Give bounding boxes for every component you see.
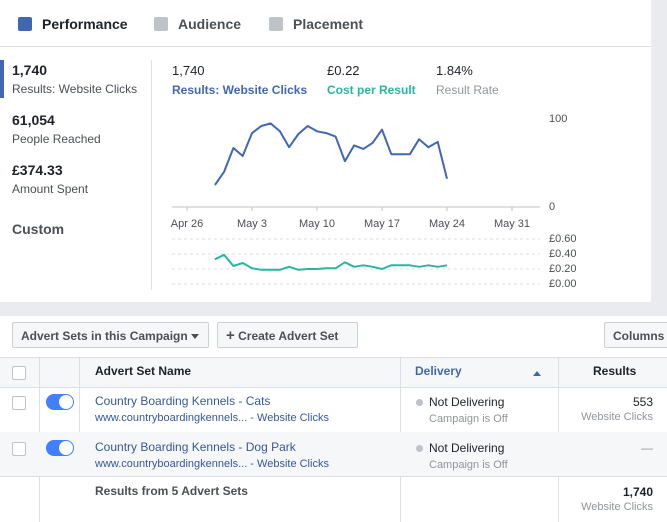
toggle[interactable] bbox=[46, 394, 74, 410]
row-bg bbox=[0, 432, 667, 476]
columns-button[interactable]: Columns bbox=[604, 322, 667, 348]
footer-label: Results from 5 Advert Sets bbox=[95, 484, 248, 498]
toggle[interactable] bbox=[46, 440, 74, 456]
metric-value: £0.22 bbox=[327, 63, 360, 78]
metric-value: 1,740 bbox=[172, 63, 205, 78]
y-tick-label: £0.20 bbox=[549, 263, 577, 275]
metric-value: 1.84% bbox=[436, 63, 473, 78]
results: 553 bbox=[632, 395, 653, 409]
row-divider bbox=[0, 476, 667, 477]
sort-arrow bbox=[533, 367, 541, 376]
x-tick-label: May 17 bbox=[364, 218, 400, 230]
tab[interactable]: Audience bbox=[178, 16, 242, 32]
plus-icon: + bbox=[226, 327, 235, 344]
tab[interactable]: Placement bbox=[293, 16, 364, 32]
y-tick-label: 100 bbox=[549, 113, 567, 125]
results-note: Website Clicks bbox=[581, 411, 653, 423]
date-range[interactable]: Custom bbox=[12, 221, 65, 237]
dropdown-button[interactable]: Advert Sets in this Campaign bbox=[12, 322, 209, 348]
button-label: Advert Sets in this Campaign bbox=[21, 329, 188, 343]
insights-panel: Performance Audience Placement 1,740 Res… bbox=[0, 0, 651, 302]
y-tick-label: £0.60 bbox=[549, 233, 577, 245]
button-label: Columns bbox=[613, 329, 665, 343]
advert-set-link[interactable]: www.countryboardingkennels... - Website … bbox=[95, 412, 329, 424]
delivery: Not Delivering bbox=[429, 395, 505, 409]
results: — bbox=[641, 441, 653, 455]
create-button[interactable]: + Create Advert Set bbox=[217, 322, 358, 348]
x-tick-label: Apr 26 bbox=[171, 218, 203, 230]
data-line bbox=[214, 122, 448, 186]
header[interactable]: Delivery bbox=[415, 364, 462, 378]
checkbox[interactable] bbox=[12, 396, 26, 410]
checkbox[interactable] bbox=[12, 442, 26, 456]
delivery: Not Delivering bbox=[429, 441, 505, 455]
footer-results: 1,740 bbox=[622, 485, 653, 499]
advert-set-name[interactable]: Country Boarding Kennels - Dog Park bbox=[95, 440, 296, 454]
metric-label[interactable]: Cost per Result bbox=[327, 83, 416, 97]
advert-set-name[interactable]: Country Boarding Kennels - Cats bbox=[95, 394, 271, 408]
x-tick-label: May 10 bbox=[299, 218, 335, 230]
table-panel: Advert Sets in this Campaign + Create Ad… bbox=[0, 316, 667, 522]
selected-bar bbox=[0, 60, 4, 98]
y-tick-label: £0.40 bbox=[549, 248, 577, 260]
status-dot bbox=[416, 445, 423, 452]
tab[interactable]: Performance bbox=[42, 16, 128, 32]
tab-icon bbox=[18, 17, 32, 31]
advert-set-link[interactable]: www.countryboardingkennels... - Website … bbox=[95, 458, 329, 470]
header-row bbox=[0, 357, 667, 388]
button-label: Create Advert Set bbox=[238, 329, 339, 343]
caret bbox=[191, 334, 199, 343]
status-dot bbox=[416, 399, 423, 406]
delivery-note: Campaign is Off bbox=[429, 413, 508, 425]
tab-divider bbox=[0, 46, 651, 47]
x-tick-label: May 31 bbox=[494, 218, 530, 230]
checkbox[interactable] bbox=[12, 366, 26, 380]
charts: 0 100 Apr 26 May 3 May 10 May 17 May 24 May 31 £… bbox=[171, 113, 577, 290]
summary-value: £374.33 bbox=[12, 162, 63, 178]
header[interactable]: Results bbox=[593, 364, 637, 378]
tab-icon bbox=[154, 17, 168, 31]
x-tick-label: May 24 bbox=[429, 218, 465, 230]
delivery-note: Campaign is Off bbox=[429, 459, 508, 471]
summary-value: 61,054 bbox=[12, 112, 55, 128]
data-line bbox=[214, 253, 448, 271]
toggle-column bbox=[40, 358, 80, 476]
summary-label: People Reached bbox=[12, 132, 101, 146]
metric-label[interactable]: Result Rate bbox=[436, 83, 499, 97]
summary-label: Amount Spent bbox=[12, 182, 89, 196]
header[interactable]: Advert Set Name bbox=[95, 364, 192, 378]
summary-value: 1,740 bbox=[12, 62, 48, 78]
column-divider bbox=[151, 60, 152, 290]
metric-label[interactable]: Results: Website Clicks bbox=[172, 83, 308, 97]
y-tick-label: £0.00 bbox=[549, 278, 577, 290]
tab-icon bbox=[269, 17, 283, 31]
summary-label: Results: Website Clicks bbox=[12, 82, 138, 96]
footer-note: Website Clicks bbox=[581, 501, 653, 513]
y-tick-label: 0 bbox=[549, 201, 555, 213]
x-tick-label: May 3 bbox=[237, 218, 267, 230]
